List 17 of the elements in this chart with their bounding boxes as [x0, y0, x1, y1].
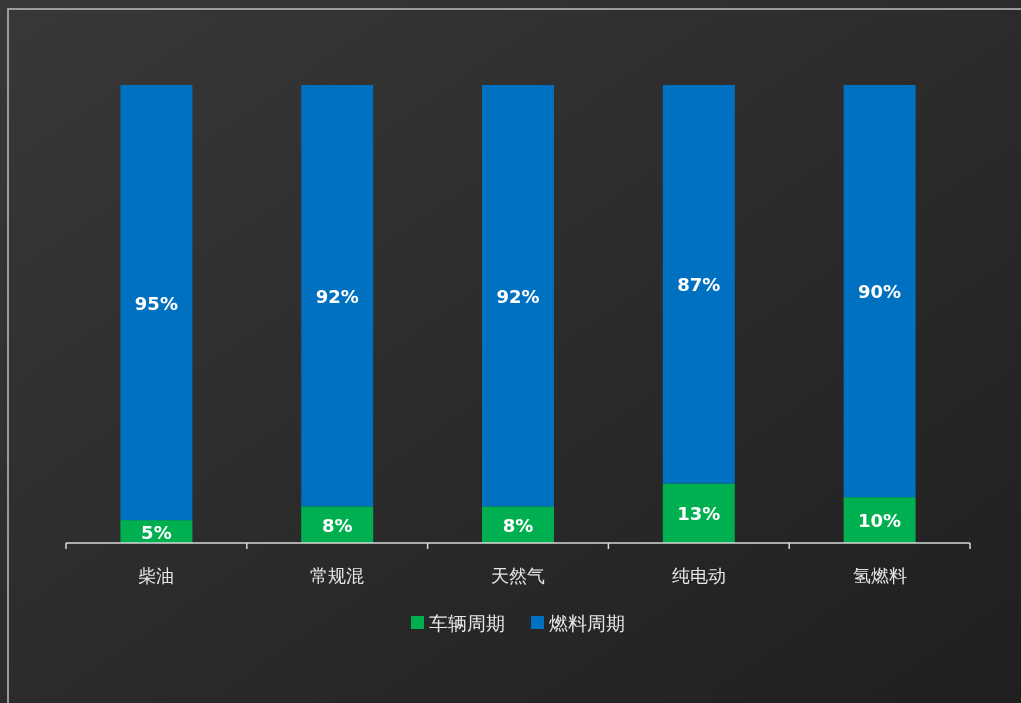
data-label: 95% — [134, 292, 178, 314]
data-label: 8% — [502, 514, 534, 536]
data-label: 87% — [677, 274, 721, 296]
data-label: 90% — [858, 281, 902, 303]
data-label: 5% — [141, 521, 172, 543]
data-label: 8% — [321, 514, 353, 536]
x-tick-label: 柴油 — [138, 565, 175, 586]
legend-label: 车辆周期 — [429, 612, 505, 634]
data-label: 92% — [496, 285, 540, 307]
x-tick-label: 常规混 — [310, 565, 365, 586]
x-tick-label: 纯电动 — [671, 565, 726, 586]
data-label: 13% — [677, 503, 721, 525]
x-tick-label: 氢燃料 — [852, 565, 907, 586]
legend-label: 燃料周期 — [549, 612, 625, 634]
data-label: 10% — [858, 510, 902, 532]
data-label: 92% — [315, 285, 359, 307]
x-tick-label: 天然气 — [491, 565, 545, 586]
